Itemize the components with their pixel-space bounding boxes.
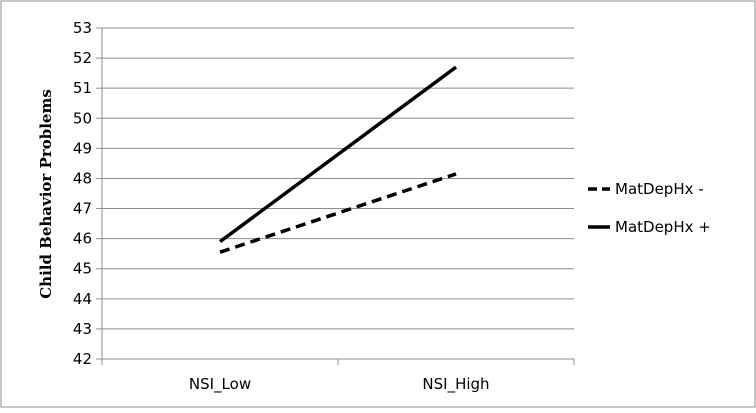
x-category-label: NSI_High [422,375,489,394]
gridlines [102,27,574,330]
y-tick-label: 53 [73,19,92,37]
y-axis-tick-labels: 42 43 44 45 46 47 48 49 50 51 52 53 [73,19,92,368]
y-tick-label: 45 [73,260,92,278]
axes [96,27,575,365]
legend-item: MatDepHx - [588,180,704,198]
y-tick-label: 51 [73,79,92,97]
series-line-matdephx-plus [218,65,458,244]
y-tick-label: 48 [73,169,92,187]
y-tick-label: 50 [73,109,92,127]
legend-label: MatDepHx - [615,180,704,198]
legend: MatDepHx - MatDepHx + [588,180,711,236]
legend-item: MatDepHx + [588,218,711,236]
y-tick-label: 52 [73,49,92,67]
x-category-label: NSI_Low [189,375,251,394]
series-lines [218,65,458,254]
y-tick-label: 49 [73,139,92,157]
y-tick-label: 47 [73,200,92,218]
y-axis-title: Child Behavior Problems [37,89,55,299]
y-tick-label: 44 [73,290,92,308]
y-tick-label: 43 [73,320,92,338]
y-tick-label: 42 [73,350,92,368]
y-tick-label: 46 [73,230,92,248]
legend-label: MatDepHx + [615,218,711,236]
x-axis-category-labels: NSI_Low NSI_High [189,375,490,394]
series-line-matdephx-minus [219,172,457,254]
